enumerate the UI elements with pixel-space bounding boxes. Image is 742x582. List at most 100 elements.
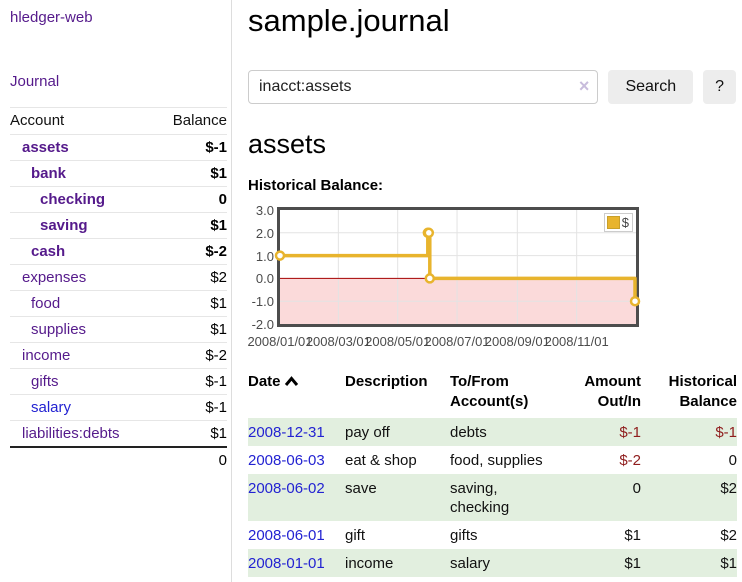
account-name-cell: salary xyxy=(10,395,155,421)
account-row: salary $-1 xyxy=(10,394,227,421)
transaction-date-cell: 2008-06-03 xyxy=(248,446,345,474)
transaction-accounts: food, supplies xyxy=(450,452,543,469)
account-name-cell: supplies xyxy=(10,317,155,343)
chart-canvas xyxy=(274,210,641,324)
y-axis-tick-label: 0.0 xyxy=(255,271,274,287)
transaction-amount: 0 xyxy=(632,480,641,497)
account-balance: $2 xyxy=(210,269,227,286)
transaction-date-link[interactable]: 2008-06-01 xyxy=(248,527,325,544)
account-link-income[interactable]: income xyxy=(22,347,71,364)
account-link-supplies[interactable]: supplies xyxy=(31,321,87,338)
account-name-cell: cash xyxy=(10,239,155,265)
account-link-bank[interactable]: bank xyxy=(31,165,67,182)
account-balance: $-1 xyxy=(205,373,227,390)
register-header-date[interactable]: Date xyxy=(248,369,345,418)
account-link-liabilities-debts[interactable]: liabilities:debts xyxy=(22,425,120,442)
clear-search-icon[interactable]: × xyxy=(578,76,590,96)
transaction-balance: 0 xyxy=(728,452,737,469)
search-input[interactable] xyxy=(248,70,599,104)
accounts-total-row: 0 xyxy=(10,447,227,473)
sidebar-item-journal[interactable]: Journal xyxy=(10,73,60,90)
transaction-row: 2008-06-02 save saving, checking 0 $2 xyxy=(248,474,737,521)
account-name-cell: income xyxy=(10,343,155,369)
transaction-balance: $-1 xyxy=(715,424,737,441)
sidebar: hledger-web Journal Account Balance asse… xyxy=(0,0,232,582)
page-title: sample.journal xyxy=(248,3,450,38)
account-name-cell: bank xyxy=(10,161,155,187)
transaction-accounts: gifts xyxy=(450,527,478,544)
transaction-date-link[interactable]: 2008-12-31 xyxy=(248,424,325,441)
transaction-description: gift xyxy=(345,527,366,544)
accounts-header-balance: Balance xyxy=(172,112,227,129)
account-row: expenses $2 xyxy=(10,264,227,291)
x-axis-tick-label: 2008/05/01 xyxy=(365,334,431,349)
transaction-description: eat & shop xyxy=(345,452,417,469)
brand-link[interactable]: hledger-web xyxy=(10,9,93,26)
account-balance: $1 xyxy=(210,425,227,442)
transaction-row: 2008-06-01 gift gifts $1 $2 xyxy=(248,521,737,549)
accounts-total-balance: 0 xyxy=(218,452,227,469)
account-row: liabilities:debts $1 xyxy=(10,420,227,448)
account-row: cash $-2 xyxy=(10,238,227,265)
account-link-saving[interactable]: saving xyxy=(40,217,88,234)
transaction-date-link[interactable]: 2008-06-03 xyxy=(248,452,325,469)
search-box: × xyxy=(248,70,599,104)
transaction-description: income xyxy=(345,555,394,572)
account-balance: $-1 xyxy=(205,139,227,156)
y-axis-tick-label: 2.0 xyxy=(255,225,274,241)
transaction-balance: $2 xyxy=(720,527,737,544)
transaction-date-cell: 2008-06-01 xyxy=(248,521,345,549)
legend-label: $ xyxy=(621,215,629,230)
search-button[interactable]: Search xyxy=(608,70,694,104)
account-name-cell: checking xyxy=(10,187,155,213)
account-link-cash[interactable]: cash xyxy=(31,243,66,260)
transaction-amount: $-2 xyxy=(619,452,641,469)
chart-plot-area[interactable]: $ xyxy=(274,207,641,327)
historical-balance-chart[interactable]: $ 3.0 2.0 1.0 0.0 -1.0 -2.0 2008/01/01 2008/03/… xyxy=(247,204,736,349)
transaction-row: 2008-01-01 income salary $1 $1 xyxy=(248,549,737,577)
transaction-amount: $1 xyxy=(624,555,641,572)
account-row: checking 0 xyxy=(10,186,227,213)
account-balance: 0 xyxy=(218,191,227,208)
account-balance: $-2 xyxy=(205,243,227,260)
register-table: Date Description To/From Account(s) Amou… xyxy=(248,369,737,577)
register-header-row: Date Description To/From Account(s) Amou… xyxy=(248,369,737,418)
y-axis-tick-label: -1.0 xyxy=(251,294,274,310)
sort-ascending-caret-icon xyxy=(284,376,298,386)
accounts-total-spacer xyxy=(10,447,155,473)
account-link-expenses[interactable]: expenses xyxy=(22,269,87,286)
account-balance: $1 xyxy=(210,295,227,312)
transaction-date-cell: 2008-01-01 xyxy=(248,549,345,577)
account-heading: assets xyxy=(248,129,327,159)
account-balance: $-2 xyxy=(205,347,227,364)
x-axis-tick-label: 2008/09/01 xyxy=(484,334,550,349)
account-row: bank $1 xyxy=(10,160,227,187)
account-balance: $1 xyxy=(210,321,227,338)
register-header-balance: Historical Balance xyxy=(668,373,737,410)
register-header-date-label: Date xyxy=(248,373,281,390)
transaction-amount: $-1 xyxy=(619,424,641,441)
account-link-checking[interactable]: checking xyxy=(40,191,106,208)
x-axis-tick-label: 2008/03/01 xyxy=(305,334,371,349)
transaction-balance: $2 xyxy=(720,480,737,497)
transaction-date-link[interactable]: 2008-06-02 xyxy=(248,480,325,497)
account-name-cell: liabilities:debts xyxy=(10,421,155,448)
transaction-amount: $1 xyxy=(624,527,641,544)
transaction-date-link[interactable]: 2008-01-01 xyxy=(248,555,325,572)
chart-legend: $ xyxy=(603,213,633,232)
accounts-header-row: Account Balance xyxy=(10,107,227,135)
legend-swatch-icon xyxy=(606,216,620,229)
account-link-salary[interactable]: salary xyxy=(31,399,72,416)
help-button[interactable]: ? xyxy=(703,70,736,104)
transaction-balance: $1 xyxy=(720,555,737,572)
x-axis-tick-label: 2008/07/01 xyxy=(424,334,490,349)
account-link-gifts[interactable]: gifts xyxy=(31,373,59,390)
account-link-assets[interactable]: assets xyxy=(22,139,69,156)
account-row: gifts $-1 xyxy=(10,368,227,395)
transaction-date-cell: 2008-06-02 xyxy=(248,474,345,521)
account-row: assets $-1 xyxy=(10,134,227,161)
account-link-food[interactable]: food xyxy=(31,295,61,312)
transaction-row: 2008-06-03 eat & shop food, supplies $-2 0 xyxy=(248,446,737,474)
register-header-amount: Amount Out/In xyxy=(584,373,641,410)
search-bar: × Search ? xyxy=(248,70,736,104)
